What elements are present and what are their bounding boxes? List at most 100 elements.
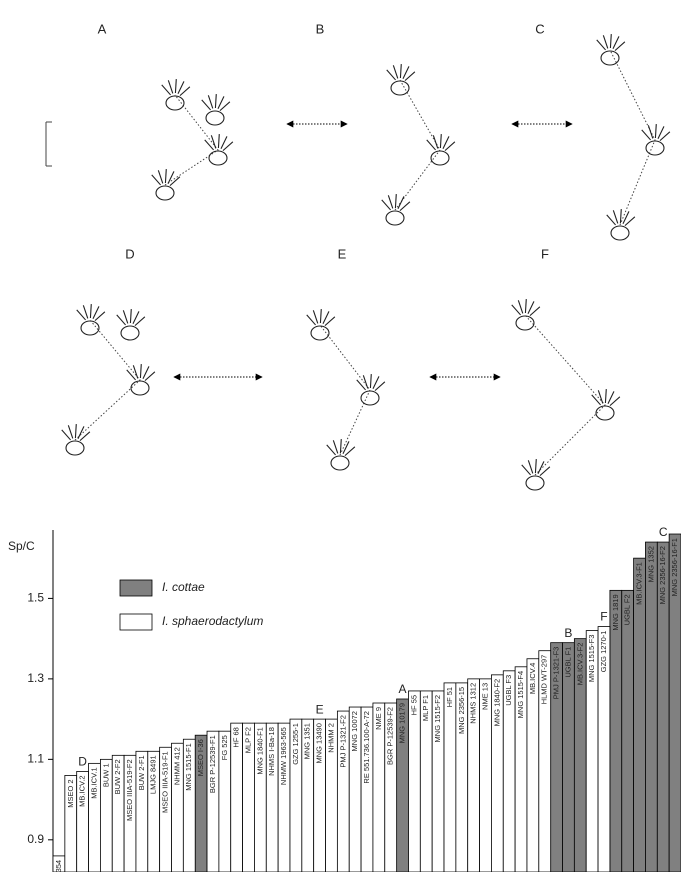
footprint-digit xyxy=(207,95,214,109)
footprint xyxy=(595,405,615,421)
footprint-digit xyxy=(169,176,181,187)
annotation: E xyxy=(316,702,324,716)
bar-label: MLP F1 xyxy=(421,695,430,721)
footprint-digit xyxy=(529,306,541,317)
footprint xyxy=(208,150,228,166)
footprint-digit xyxy=(612,210,619,224)
footprint-digit xyxy=(76,309,86,321)
bar-label: NHMS 1312 xyxy=(469,683,478,724)
bar-label: BUW 2-F2 xyxy=(113,759,122,794)
trackway xyxy=(61,304,156,456)
footprint-digit xyxy=(439,134,442,149)
legend-swatch xyxy=(119,579,153,597)
bar-label: MNG 13490 xyxy=(315,723,324,763)
footprint-digit xyxy=(397,196,405,210)
bar-label: NME 13 xyxy=(480,683,489,710)
footprint-digit xyxy=(619,209,622,224)
footprint-digit xyxy=(356,379,366,391)
footprint-digit xyxy=(596,39,606,51)
trackway xyxy=(306,309,386,471)
footprint-digit xyxy=(142,366,150,380)
footprint-digit xyxy=(312,310,319,324)
footprint-digit xyxy=(174,79,177,94)
footprint-digit xyxy=(132,365,139,379)
footprint-digit xyxy=(511,304,521,316)
footprint-digit xyxy=(306,314,316,326)
bar-label: MNG 1515-F2 xyxy=(433,695,442,743)
footprint-digit xyxy=(392,65,399,79)
footprint-digit xyxy=(602,35,609,49)
footprint-digit xyxy=(201,99,211,111)
bar-label: NHMM 412 xyxy=(172,747,181,785)
footprint xyxy=(310,325,330,341)
bar-label: GZG 1255-1 xyxy=(291,723,300,765)
trackway xyxy=(381,64,456,226)
bar-label: MNG 1515-F3 xyxy=(587,635,596,683)
footprint-digit xyxy=(381,199,391,211)
bar-label: BGR P-12539-F2 xyxy=(386,707,395,765)
bar-label: PMJ P-1321-F3 xyxy=(552,647,561,700)
footprint-digit xyxy=(404,71,416,82)
footprint-digit xyxy=(521,464,531,476)
footprint-digit xyxy=(659,131,671,142)
footprint xyxy=(155,185,175,201)
footprint-digit xyxy=(339,439,342,454)
bar-label: MNG 2356-15 xyxy=(457,687,466,734)
footprint-digit xyxy=(77,426,85,440)
footprint-digit xyxy=(609,396,621,407)
bar-label: MSEO 2 xyxy=(66,779,75,807)
footprint-digit xyxy=(527,301,535,315)
footprint xyxy=(120,325,140,341)
footprint-digit xyxy=(129,309,132,324)
footprint-digit xyxy=(517,300,524,314)
footprint xyxy=(80,320,100,336)
footprint-digit xyxy=(444,141,456,152)
panel-label: D xyxy=(125,246,134,261)
footprint-digit xyxy=(61,429,71,441)
footprint-digit xyxy=(214,94,217,109)
bar-label: MLP F2 xyxy=(243,727,252,753)
footprint-digit xyxy=(369,374,372,389)
bar-label: BUW 2-F1 xyxy=(137,755,146,790)
bar xyxy=(408,690,421,872)
bar-label: MSEO I-36 xyxy=(196,739,205,776)
footprint-digit xyxy=(527,460,534,474)
y-tick-label: 1.5 xyxy=(27,591,44,605)
panel-label: A xyxy=(98,21,107,36)
footprint-digit xyxy=(402,66,410,80)
y-tick-label: 0.9 xyxy=(27,832,44,846)
bar xyxy=(645,541,658,872)
bar-label: RE 551.736.100-A-72 xyxy=(362,711,371,784)
footprint xyxy=(430,150,450,166)
footprint-digit xyxy=(622,211,630,225)
bar-label: MNG 1351 xyxy=(303,723,312,759)
footprint-digit xyxy=(74,424,77,439)
footprint xyxy=(205,110,225,126)
trackway-line xyxy=(319,324,371,456)
bar-label: MSEO IIIA-519-F2 xyxy=(125,759,134,821)
footprint-digit xyxy=(161,84,171,96)
footprint-digit xyxy=(324,316,336,327)
footprint-digit xyxy=(362,375,369,389)
footprint-digit xyxy=(204,139,214,151)
footprint-digit xyxy=(134,316,146,327)
footprint-digit xyxy=(179,86,191,97)
footprint-digit xyxy=(164,169,167,184)
trackway-line xyxy=(164,94,219,186)
footprint-digit xyxy=(89,304,92,319)
footprint-digit xyxy=(607,391,615,405)
trackway xyxy=(511,299,621,491)
footprint-digit xyxy=(612,36,620,50)
footprint-digit xyxy=(609,34,612,49)
annotation: F xyxy=(600,610,607,624)
bar-label: HLMD WT-297 xyxy=(540,655,549,705)
panel-label: E xyxy=(338,246,347,261)
trackway-panels: A B C D E F xyxy=(61,21,671,491)
footprint-digit xyxy=(386,69,396,81)
legend-label: I. sphaerodactylum xyxy=(162,614,263,628)
legend-label: I. cottae xyxy=(162,580,205,594)
bar xyxy=(384,702,398,872)
footprint-digit xyxy=(167,80,174,94)
footprint-digit xyxy=(344,446,356,457)
